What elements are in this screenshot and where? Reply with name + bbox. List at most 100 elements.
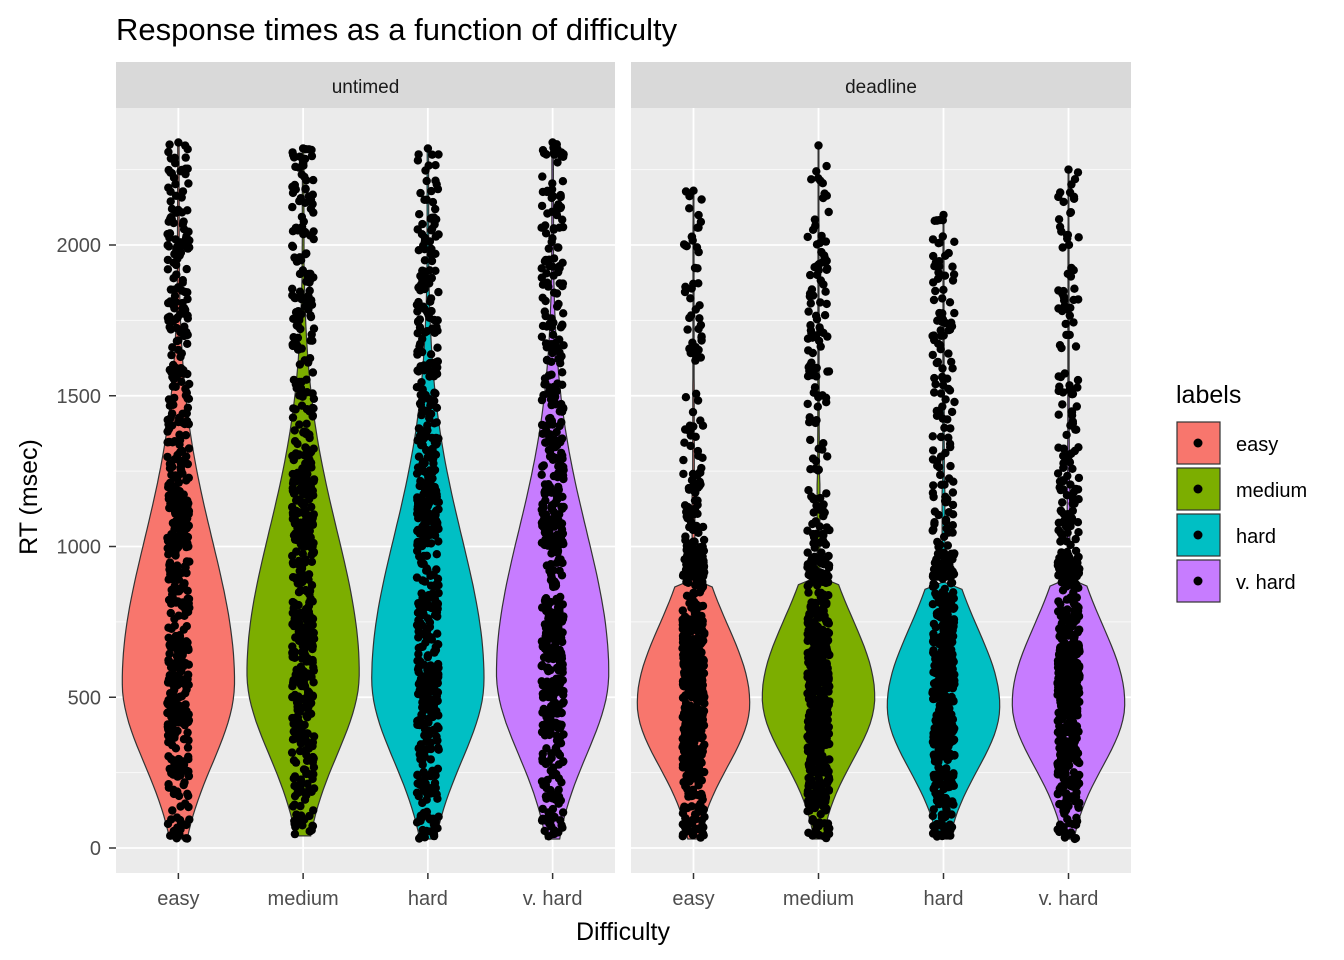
data-point (553, 343, 562, 352)
data-point (820, 311, 830, 320)
data-point (546, 785, 555, 795)
data-point (1071, 792, 1081, 802)
data-point (164, 623, 173, 632)
data-point (825, 650, 834, 660)
data-point (1072, 659, 1081, 669)
data-point (949, 726, 958, 735)
data-point (308, 752, 318, 762)
data-point (413, 656, 422, 665)
data-point (544, 420, 554, 429)
data-point (426, 350, 436, 359)
data-point (1072, 593, 1082, 602)
data-point (422, 517, 431, 527)
data-point (417, 433, 426, 442)
data-point (170, 285, 179, 294)
data-point (163, 819, 173, 829)
data-point (422, 551, 432, 560)
data-point (556, 192, 565, 202)
data-point (548, 179, 557, 188)
data-point (938, 549, 947, 558)
data-point (803, 636, 812, 645)
data-point (1074, 473, 1084, 483)
data-point (949, 697, 958, 706)
data-point (938, 831, 947, 841)
data-point (167, 754, 176, 764)
data-point (179, 331, 189, 341)
data-point (812, 240, 822, 249)
data-point (164, 738, 173, 747)
data-point (693, 705, 702, 714)
data-point (556, 323, 566, 332)
data-point (1053, 759, 1062, 768)
data-point (296, 787, 305, 796)
data-point (546, 561, 555, 570)
data-point (1063, 234, 1072, 243)
data-point (288, 608, 297, 618)
data-point (823, 627, 832, 637)
data-point (544, 244, 553, 253)
data-point (537, 677, 546, 686)
data-point (538, 293, 547, 302)
data-point (822, 161, 831, 171)
data-point (812, 315, 822, 324)
data-point (932, 358, 941, 368)
data-point (424, 703, 434, 713)
data-point (295, 383, 304, 392)
data-point (1074, 684, 1083, 693)
data-point (288, 573, 298, 582)
x-tick-label: medium (783, 888, 854, 910)
data-point (164, 575, 173, 584)
data-point (1059, 773, 1069, 782)
data-point (290, 519, 300, 528)
data-point (938, 599, 948, 608)
data-point (428, 197, 438, 207)
y-tick-label: 500 (68, 687, 101, 709)
data-point (425, 771, 435, 780)
x-axis-title: Difficulty (576, 918, 671, 946)
data-point (804, 580, 814, 589)
data-point (814, 141, 823, 150)
data-point (1061, 789, 1071, 799)
data-point (434, 498, 443, 507)
data-point (552, 289, 562, 298)
data-point (429, 372, 439, 381)
data-point (938, 697, 947, 707)
data-point (1058, 498, 1067, 507)
data-point (810, 666, 820, 675)
data-point (1054, 410, 1063, 419)
data-point (548, 262, 557, 271)
data-point (807, 649, 816, 658)
data-point (947, 571, 957, 580)
data-point (423, 426, 432, 435)
data-point (812, 167, 821, 176)
data-point (818, 598, 827, 607)
data-point (551, 743, 561, 752)
data-point (301, 651, 310, 660)
data-point (1071, 342, 1081, 351)
data-point (549, 225, 558, 234)
data-point (165, 314, 174, 323)
data-point (424, 593, 433, 603)
data-point (693, 396, 703, 405)
data-point (413, 770, 422, 779)
data-point (295, 360, 305, 369)
data-point (434, 723, 443, 733)
data-point (686, 294, 695, 303)
data-point (928, 488, 938, 498)
data-point (298, 157, 308, 167)
data-point (184, 227, 193, 236)
data-point (545, 607, 554, 616)
data-point (700, 740, 709, 749)
data-point (288, 284, 297, 293)
data-point (540, 307, 549, 316)
data-point (428, 150, 437, 159)
data-point (948, 364, 957, 373)
data-point (811, 418, 820, 428)
data-point (1059, 197, 1068, 207)
points-untimed-v-hard (537, 138, 568, 841)
data-point (177, 466, 186, 475)
data-point (947, 357, 956, 367)
data-point (166, 168, 175, 177)
data-point (432, 550, 441, 559)
data-point (813, 581, 822, 590)
